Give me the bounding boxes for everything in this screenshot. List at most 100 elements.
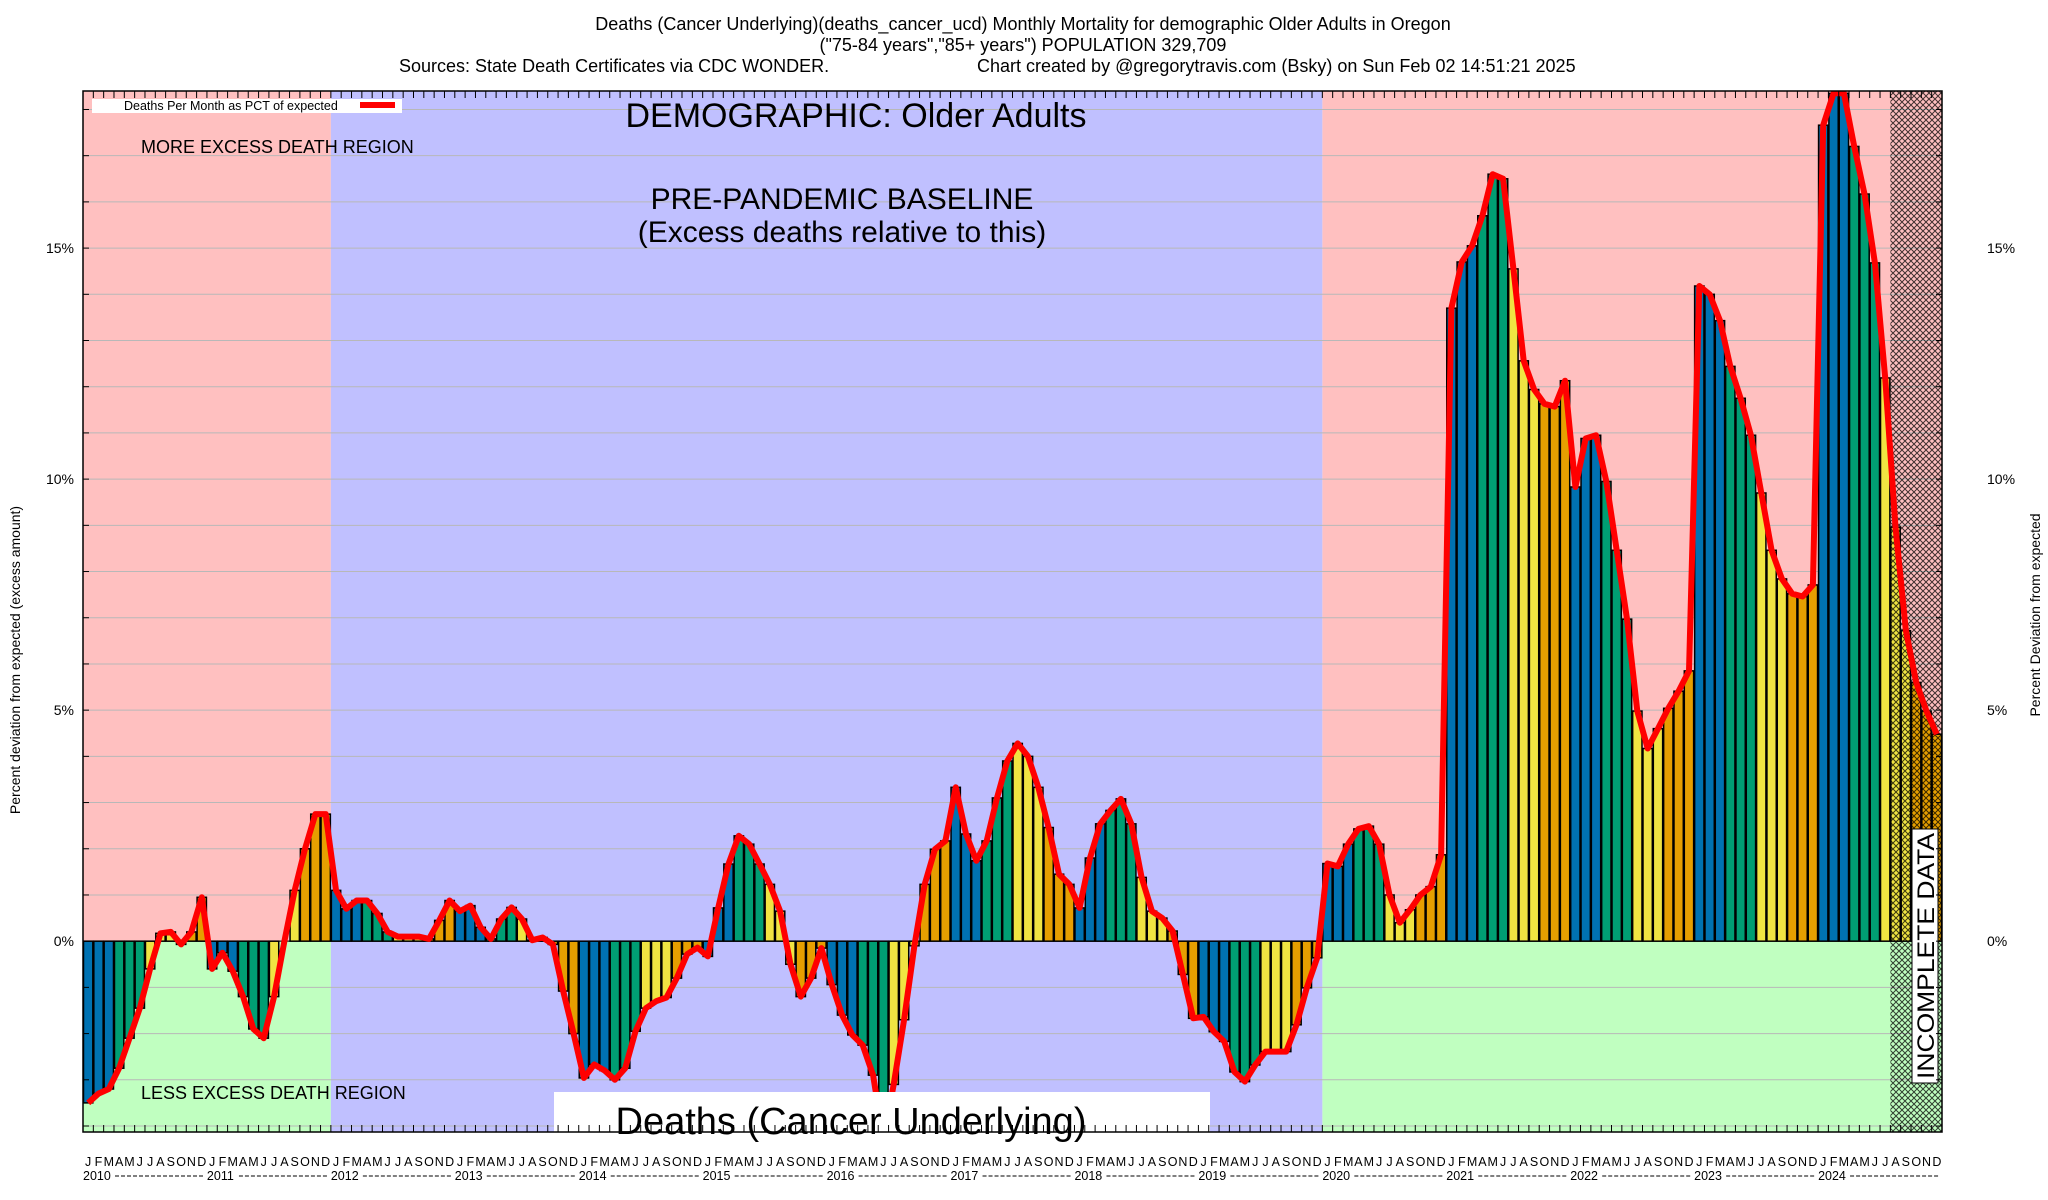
x-month-label: A (776, 1155, 785, 1169)
bar (1477, 215, 1488, 942)
x-month-label: O (1787, 1155, 1797, 1169)
x-month-label: F (1582, 1155, 1590, 1169)
bar (1105, 809, 1117, 942)
bar (1580, 437, 1592, 942)
x-month-label: A (1643, 1155, 1652, 1169)
x-month-label: N (1798, 1155, 1807, 1169)
x-month-label: J (1882, 1155, 1888, 1169)
x-month-label: A (1850, 1155, 1859, 1169)
x-year-label: 2024 (1818, 1169, 1846, 1183)
cause-label-box (554, 1092, 1210, 1142)
x-month-label: N (1550, 1155, 1559, 1169)
x-month-label: N (559, 1155, 568, 1169)
bar (1074, 907, 1086, 942)
x-month-label: J (209, 1155, 215, 1169)
x-month-label: D (1313, 1155, 1322, 1169)
x-month-label: J (85, 1155, 91, 1169)
bar (1053, 873, 1065, 942)
x-month-label: J (643, 1155, 649, 1169)
bar (1518, 360, 1530, 942)
x-month-label: D (445, 1155, 454, 1169)
bar (1776, 578, 1788, 942)
bar (1528, 388, 1540, 942)
bar (1425, 885, 1437, 942)
incomplete-data-label: INCOMPLETE DATA (1911, 828, 1940, 1084)
bar (1507, 268, 1519, 942)
legend-swatch (360, 102, 395, 108)
bar (1001, 760, 1013, 942)
x-month-label: M (1735, 1155, 1745, 1169)
x-month-label: J (508, 1155, 514, 1169)
bar (1590, 434, 1602, 942)
x-month-label: J (1324, 1155, 1330, 1169)
x-month-label: M (124, 1155, 134, 1169)
x-month-label: A (115, 1155, 124, 1169)
y-tick-label-right: 10% (1987, 471, 2015, 487)
x-month-label: A (652, 1155, 661, 1169)
bar (103, 940, 115, 1090)
x-month-label: A (404, 1155, 413, 1169)
x-month-label: O (796, 1155, 806, 1169)
x-month-label: J (1376, 1155, 1382, 1169)
x-month-label: J (1128, 1155, 1134, 1169)
x-month-label: D (1561, 1155, 1570, 1169)
bar (1662, 707, 1674, 942)
x-month-label: F (962, 1155, 970, 1169)
x-month-label: J (767, 1155, 773, 1169)
x-month-label: J (891, 1155, 897, 1169)
bar (1652, 727, 1664, 942)
x-month-label: F (1086, 1155, 1094, 1169)
chart-subtitle: ("75-84 years","85+ years") POPULATION 3… (820, 35, 1227, 55)
x-year-label: 2017 (951, 1169, 979, 1183)
x-month-label: F (1830, 1155, 1838, 1169)
x-month-label: F (1210, 1155, 1218, 1169)
bar (1198, 940, 1209, 1018)
excess-region (83, 91, 331, 942)
x-month-label: J (1252, 1155, 1258, 1169)
bar (640, 940, 652, 1009)
x-month-label: N (1426, 1155, 1435, 1169)
x-month-label: N (1054, 1155, 1063, 1169)
bar (1218, 940, 1230, 1043)
x-month-label: J (137, 1155, 143, 1169)
bar (1745, 434, 1757, 942)
legend-label: Deaths Per Month as PCT of expected (124, 99, 338, 113)
x-month-label: A (1106, 1155, 1115, 1169)
x-month-label: M (971, 1155, 981, 1169)
x-month-label: M (1343, 1155, 1353, 1169)
x-month-label: S (1158, 1155, 1166, 1169)
x-month-label: N (1178, 1155, 1187, 1169)
bar (743, 843, 755, 942)
x-month-label: J (395, 1155, 401, 1169)
x-year-label: 2011 (207, 1169, 234, 1183)
x-month-label: A (735, 1155, 744, 1169)
x-month-label: N (435, 1155, 444, 1169)
bar (939, 840, 951, 942)
x-month-label: N (311, 1155, 320, 1169)
bar (970, 860, 982, 942)
x-month-label: D (1065, 1155, 1074, 1169)
x-month-label: F (714, 1155, 722, 1169)
bar (83, 940, 94, 1104)
bar (981, 840, 993, 942)
bar (1704, 293, 1716, 942)
bar (1807, 584, 1819, 942)
bar (1673, 690, 1685, 942)
credit-text: Chart created by @gregorytravis.com (Bsk… (977, 56, 1576, 76)
x-year-label: 2021 (1446, 1169, 1474, 1183)
y-axis-label-right: Percent Deviation from expected (2027, 513, 2043, 716)
bar (599, 940, 610, 1072)
x-month-label: J (1820, 1155, 1826, 1169)
x-month-label: J (1696, 1155, 1702, 1169)
x-month-label: J (1872, 1155, 1878, 1169)
x-month-label: D (321, 1155, 330, 1169)
x-month-label: S (1654, 1155, 1662, 1169)
deficit-region (1322, 941, 1942, 1132)
x-month-label: O (1416, 1155, 1426, 1169)
x-month-label: A (1478, 1155, 1487, 1169)
bar (1869, 262, 1881, 942)
bar (1022, 755, 1034, 942)
bar (1487, 173, 1499, 942)
x-month-label: A (983, 1155, 992, 1169)
bar (857, 940, 869, 1046)
